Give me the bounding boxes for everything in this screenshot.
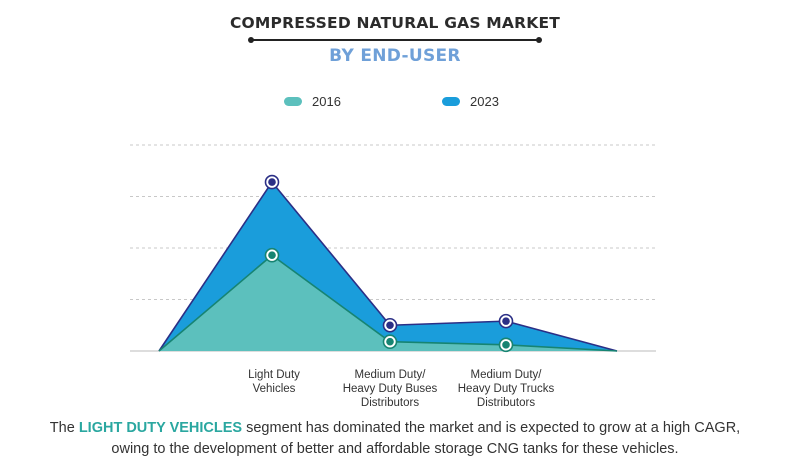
point-2016 xyxy=(386,337,394,346)
area-series-2016 xyxy=(159,255,617,351)
legend-swatch-2016 xyxy=(284,97,302,106)
legend-swatch-2023 xyxy=(442,97,460,106)
chart-subtitle: BY END-USER xyxy=(329,46,461,66)
x-tick-label-trucks: Medium Duty/ Heavy Duty Trucks Distribut… xyxy=(457,369,555,409)
point-2023 xyxy=(268,178,276,186)
caption-suffix: segment has dominated the market and is … xyxy=(111,420,741,457)
point-2016 xyxy=(268,251,276,260)
legend-label-2016: 2016 xyxy=(312,94,341,109)
legend-label-2023: 2023 xyxy=(470,94,499,109)
chart-title: COMPRESSED NATURAL GAS MARKET xyxy=(229,14,561,32)
legend-item-2016: 2016 xyxy=(284,94,341,109)
divider-dot-right xyxy=(536,37,542,43)
x-tick-label-buses: Medium Duty/ Heavy Duty Buses Distributo… xyxy=(342,369,438,409)
divider-dot-left xyxy=(248,37,254,43)
point-2023 xyxy=(386,321,394,330)
title-divider xyxy=(248,37,542,43)
legend-item-2023: 2023 xyxy=(442,94,499,109)
point-2016 xyxy=(502,341,510,349)
caption-prefix: The xyxy=(49,420,79,436)
caption-text: The LIGHT DUTY VEHICLES segment has domi… xyxy=(40,418,750,460)
point-2023 xyxy=(502,317,510,325)
caption-highlight: LIGHT DUTY VEHICLES xyxy=(78,420,243,436)
x-tick-label-light-duty: Light Duty Vehicles xyxy=(248,369,300,395)
